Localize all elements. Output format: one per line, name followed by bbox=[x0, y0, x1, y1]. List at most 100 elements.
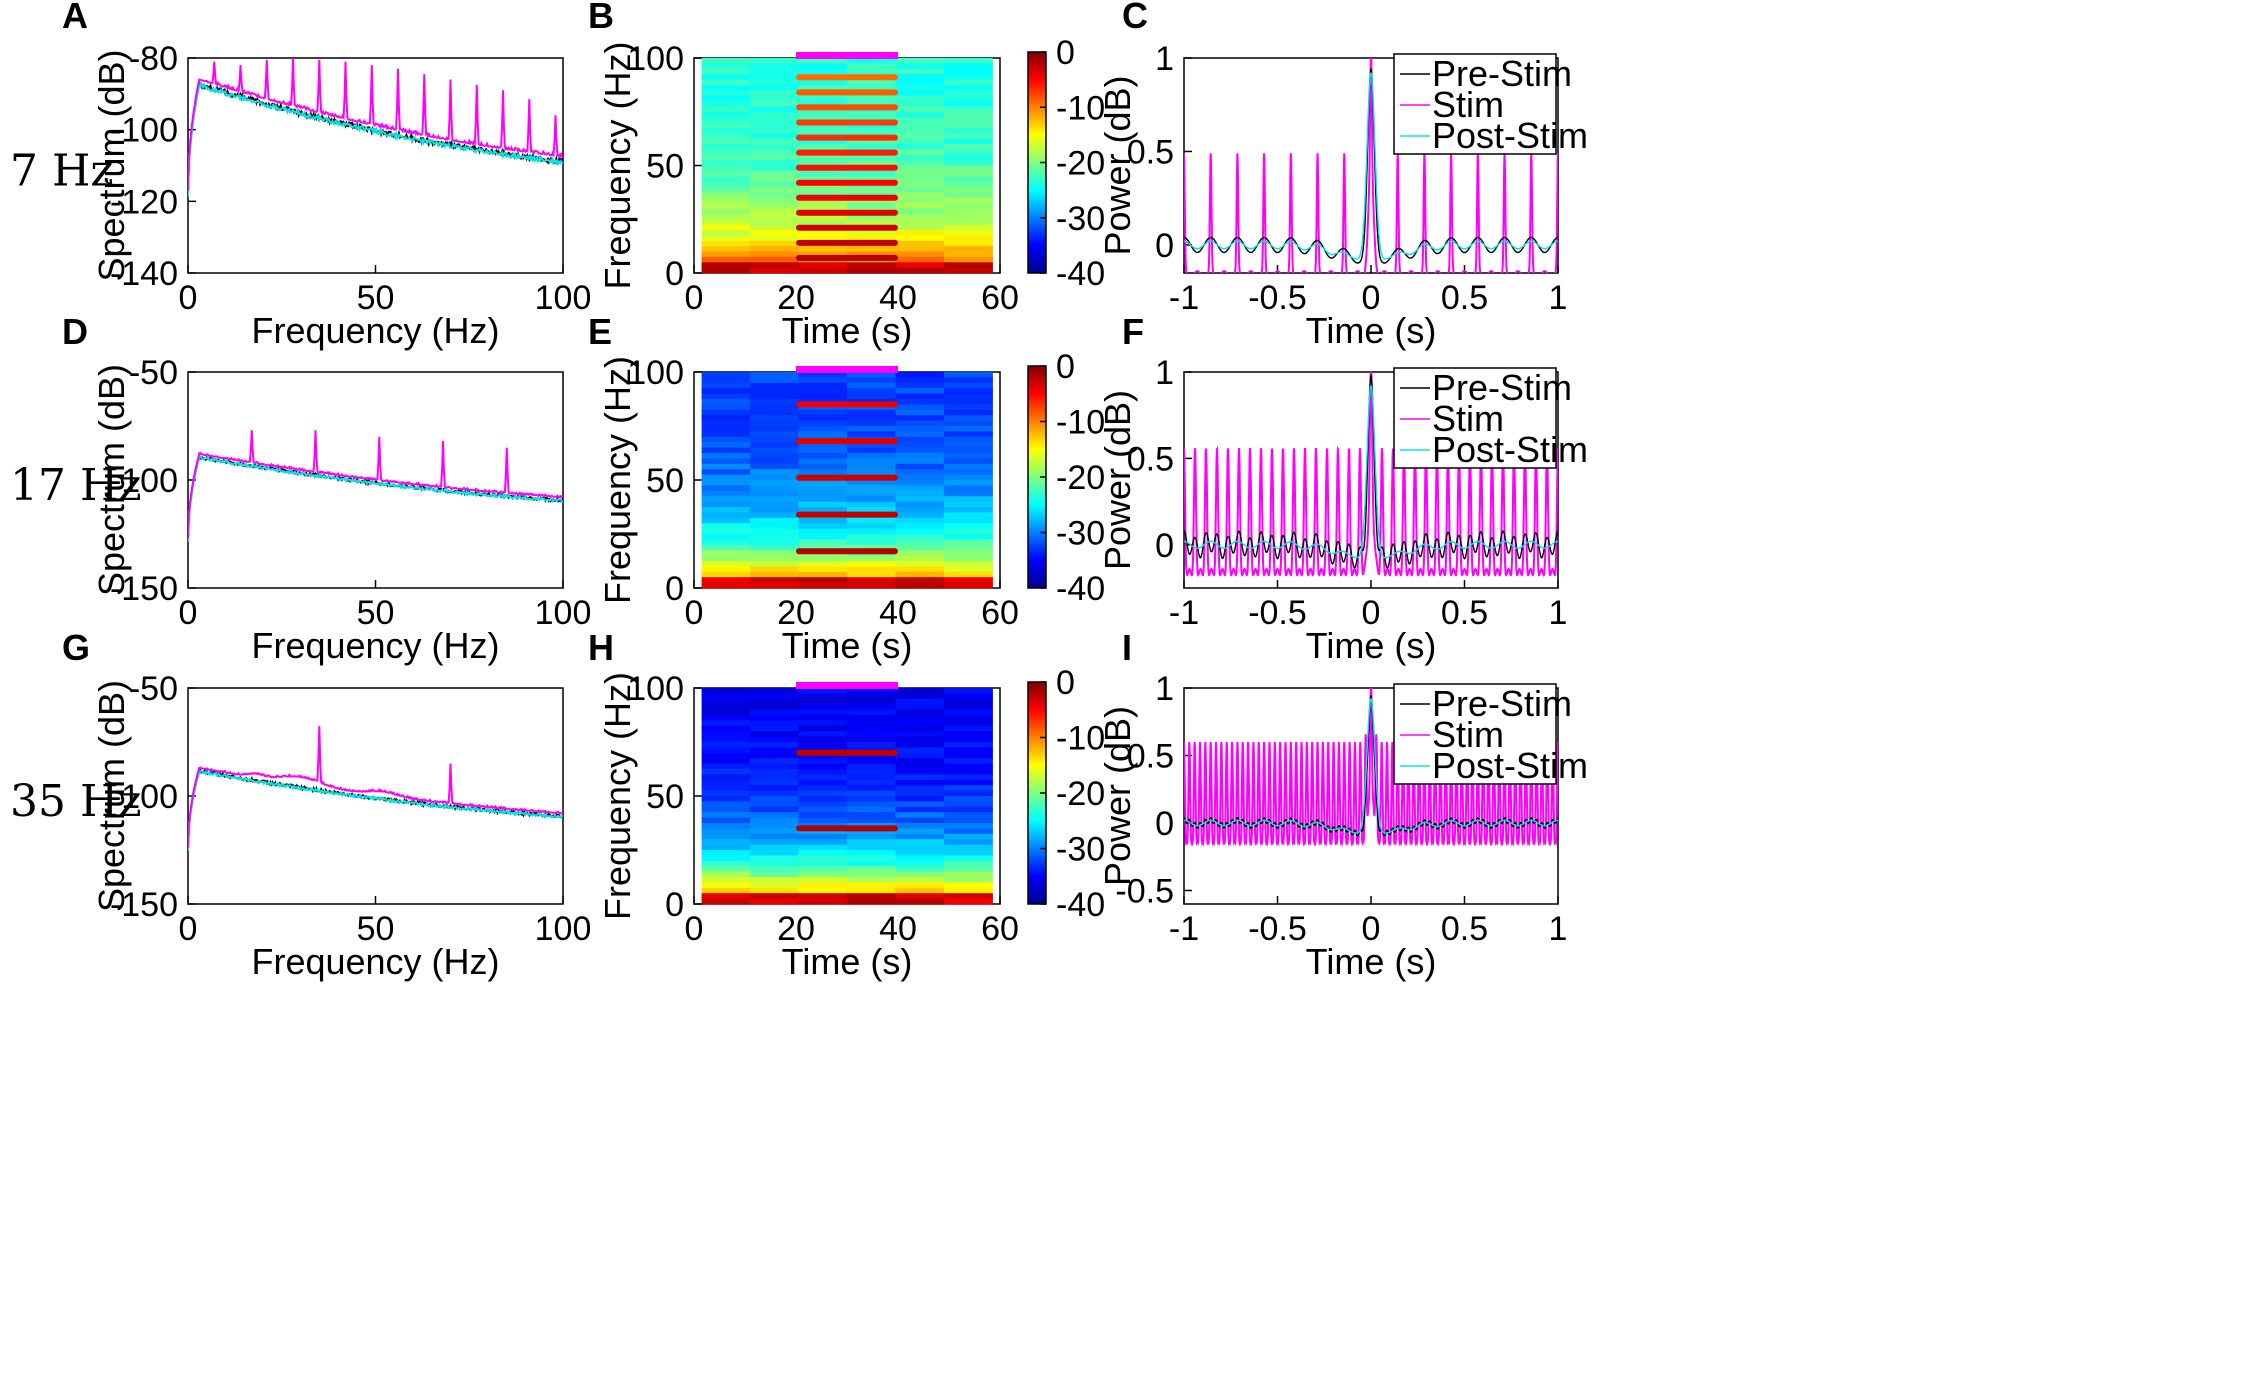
spectrogram-cell bbox=[943, 382, 993, 389]
spectrogram-cell bbox=[895, 731, 945, 738]
autocorr-I-xtick-label: -0.5 bbox=[1248, 910, 1307, 948]
autocorr-line-post bbox=[1184, 71, 1558, 260]
spectrogram-cell bbox=[701, 127, 751, 134]
harmonic-band bbox=[796, 119, 898, 126]
spectrogram-cell bbox=[847, 736, 897, 743]
spectrogram-cell bbox=[750, 534, 800, 540]
spectrogram-cell bbox=[701, 415, 751, 422]
harmonic-band bbox=[796, 548, 898, 555]
spectrum-G-axis-box bbox=[187, 687, 564, 905]
spectrogram-cell bbox=[847, 101, 897, 107]
spectrogram-cell bbox=[750, 561, 800, 567]
spectrogram-cell bbox=[895, 442, 945, 449]
spectrogram-cell bbox=[750, 409, 800, 416]
spectrogram-cell bbox=[895, 95, 945, 102]
spectrogram-cell bbox=[798, 84, 848, 91]
spectrogram-cell bbox=[847, 561, 897, 567]
spectrogram-cell bbox=[750, 496, 800, 503]
spectrogram-cell bbox=[750, 187, 800, 193]
spectrum-line-post-stim bbox=[188, 769, 563, 852]
spectrogram-cell bbox=[798, 415, 848, 422]
spectrogram-cell bbox=[750, 704, 800, 711]
spectrogram-cell bbox=[750, 501, 800, 508]
spectrogram-cell bbox=[798, 779, 848, 786]
spectrogram-cell bbox=[895, 877, 945, 883]
spectrogram-cell bbox=[943, 490, 993, 497]
autocorr-F-xtick-label: 0 bbox=[1362, 594, 1381, 632]
spectrogram-cell bbox=[895, 688, 945, 694]
spectrogram-cell bbox=[798, 523, 848, 530]
spectrogram-cell bbox=[943, 507, 993, 513]
spectrogram-cell bbox=[943, 893, 993, 900]
spectrogram-cell bbox=[750, 101, 800, 107]
spectrogram-cell bbox=[701, 844, 751, 851]
autocorr-line-pre bbox=[1184, 373, 1558, 569]
spectrogram-cell bbox=[701, 256, 751, 263]
spectrogram-cell bbox=[798, 127, 848, 134]
spectrum-line-stim bbox=[188, 58, 563, 191]
spectrogram-cell bbox=[750, 160, 800, 167]
spectrogram-cell bbox=[750, 844, 800, 851]
spectrogram-cell bbox=[895, 149, 945, 156]
spectrogram-cell bbox=[701, 230, 751, 236]
spectrogram-cell bbox=[895, 550, 945, 557]
spectrogram-cell bbox=[701, 426, 751, 432]
autocorr-I-series bbox=[1184, 688, 1558, 847]
spectrogram-cell bbox=[895, 507, 945, 513]
spectrogram-cell bbox=[847, 262, 897, 269]
spectrogram-cell bbox=[943, 144, 993, 150]
spectrogram-cell bbox=[701, 388, 751, 395]
spectrogram-cell bbox=[798, 704, 848, 711]
spectrogram-cell bbox=[798, 561, 848, 567]
spectrogram-cell bbox=[895, 485, 945, 492]
spectrogram-cell bbox=[847, 420, 897, 427]
spectrogram-cell bbox=[798, 144, 848, 150]
colorbar-tick-label: -20 bbox=[1056, 459, 1105, 497]
spectrogram-cell bbox=[847, 426, 897, 432]
spectrogram-cell bbox=[798, 58, 848, 64]
spectrogram-cell bbox=[943, 774, 993, 781]
spectrogram-cell bbox=[750, 550, 800, 557]
spectrogram-cell bbox=[701, 544, 751, 551]
spectrogram-cell bbox=[847, 758, 897, 765]
spectrogram-cell bbox=[701, 458, 751, 465]
spectrogram-cell bbox=[701, 517, 751, 524]
spectrogram-cell bbox=[798, 769, 848, 775]
spectrogram-B-xtick-label: 60 bbox=[981, 279, 1019, 317]
spectrogram-cell bbox=[847, 431, 897, 438]
spectrogram-cell bbox=[701, 860, 751, 867]
spectrogram-cell bbox=[943, 106, 993, 113]
spectrum-G-xtick-label: 50 bbox=[357, 910, 395, 948]
spectrogram-cell bbox=[750, 507, 800, 513]
spectrogram-cell bbox=[701, 571, 751, 578]
spectrogram-cell bbox=[701, 774, 751, 781]
spectrogram-cell bbox=[701, 453, 751, 459]
spectrogram-cell bbox=[701, 758, 751, 765]
spectrogram-cell bbox=[895, 74, 945, 81]
spectrogram-cell bbox=[943, 550, 993, 557]
spectrogram-cell bbox=[847, 453, 897, 459]
spectrogram-cell bbox=[750, 235, 800, 242]
spectrogram-cell bbox=[701, 203, 751, 210]
autocorr-line-stim bbox=[1184, 688, 1558, 847]
stim-period-bar bbox=[796, 52, 898, 59]
spectrogram-cell bbox=[895, 165, 945, 172]
spectrogram-cell bbox=[847, 855, 897, 862]
harmonic-band bbox=[796, 149, 898, 156]
spectrogram-cell bbox=[943, 230, 993, 236]
harmonic-band bbox=[796, 134, 898, 141]
spectrogram-cell bbox=[847, 144, 897, 150]
spectrogram-cell bbox=[943, 170, 993, 177]
spectrum-A-ytick-label: -100 bbox=[110, 112, 178, 150]
harmonic-band bbox=[796, 179, 898, 186]
spectrogram-cell bbox=[798, 251, 848, 258]
spectrogram-cell bbox=[943, 698, 993, 705]
spectrogram-cell bbox=[798, 267, 848, 274]
spectrogram-cell bbox=[895, 219, 945, 226]
spectrogram-cell bbox=[750, 512, 800, 519]
spectrogram-cell bbox=[943, 860, 993, 867]
spectrogram-E-xtick-label: 0 bbox=[685, 594, 704, 632]
spectrogram-cell bbox=[798, 736, 848, 743]
spectrogram-cell bbox=[943, 485, 993, 492]
